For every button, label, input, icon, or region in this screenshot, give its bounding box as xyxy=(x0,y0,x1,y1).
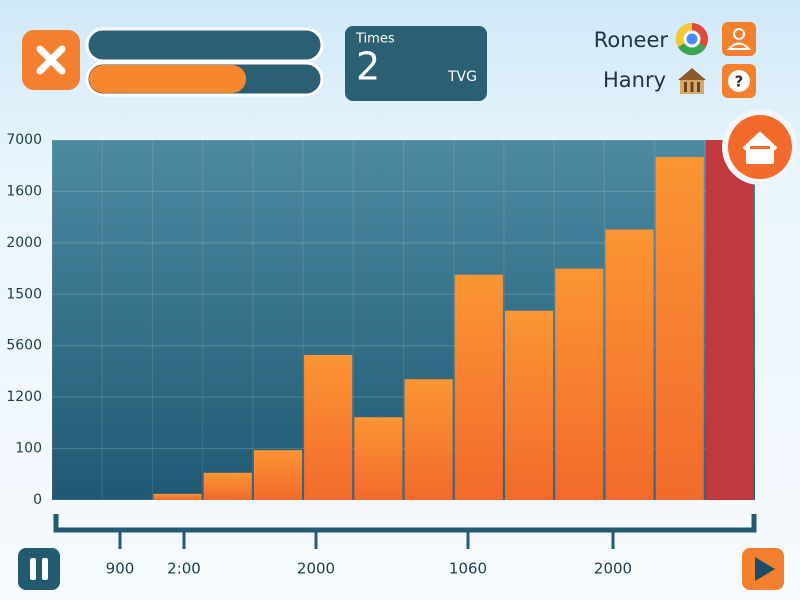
y-tick-label: 7000 xyxy=(6,132,42,148)
bar xyxy=(454,274,503,500)
bar xyxy=(655,156,704,500)
timer-unit: TVG xyxy=(447,69,477,85)
bar xyxy=(705,140,754,500)
timeline-label: 2000 xyxy=(297,560,335,578)
player-name: Roneer xyxy=(594,28,669,52)
timer-value: 2 xyxy=(356,45,380,89)
timer-label: Times xyxy=(355,32,395,47)
y-tick-label: 1200 xyxy=(6,389,42,405)
bank-icon xyxy=(678,68,706,94)
pause-icon xyxy=(42,558,48,580)
timeline-label: 2:00 xyxy=(167,560,201,578)
bar xyxy=(153,493,202,500)
home-icon xyxy=(742,132,778,164)
play-icon xyxy=(755,557,775,581)
y-tick-label: 1600 xyxy=(6,183,42,199)
y-tick-label: 100 xyxy=(15,441,42,457)
profile-icon xyxy=(733,28,745,40)
progress-fills xyxy=(89,65,247,93)
profile-icon xyxy=(726,42,752,50)
home-button[interactable] xyxy=(728,115,792,179)
bars xyxy=(153,140,754,500)
y-tick-label: 0 xyxy=(33,492,42,508)
timer-panel xyxy=(345,26,487,101)
timeline-label: 1060 xyxy=(449,560,487,578)
help-icon xyxy=(728,70,750,92)
close-icon xyxy=(36,45,66,75)
pause-icon xyxy=(30,558,36,580)
bar xyxy=(605,229,654,500)
pause-button[interactable] xyxy=(18,548,60,590)
bar xyxy=(404,379,453,500)
bar xyxy=(504,310,554,500)
timeline-axis xyxy=(53,514,757,533)
timeline-label: 2000 xyxy=(594,560,632,578)
bar xyxy=(203,472,252,500)
bar xyxy=(253,450,303,500)
timeline: 900 2:00 2000 1060 2000 xyxy=(106,530,632,578)
y-tick-label: 1500 xyxy=(6,286,42,302)
progress-fill xyxy=(89,65,247,93)
help-icon: ? xyxy=(735,73,744,91)
player-name: Hanry xyxy=(603,68,666,92)
progress-track xyxy=(85,27,324,63)
timeline-label: 900 xyxy=(106,560,135,578)
browser-icon xyxy=(675,22,708,56)
bar xyxy=(304,354,353,500)
y-tick-label: 5600 xyxy=(6,338,42,354)
bar xyxy=(354,417,403,500)
y-tick-label: 2000 xyxy=(6,235,42,251)
bar xyxy=(555,268,604,500)
